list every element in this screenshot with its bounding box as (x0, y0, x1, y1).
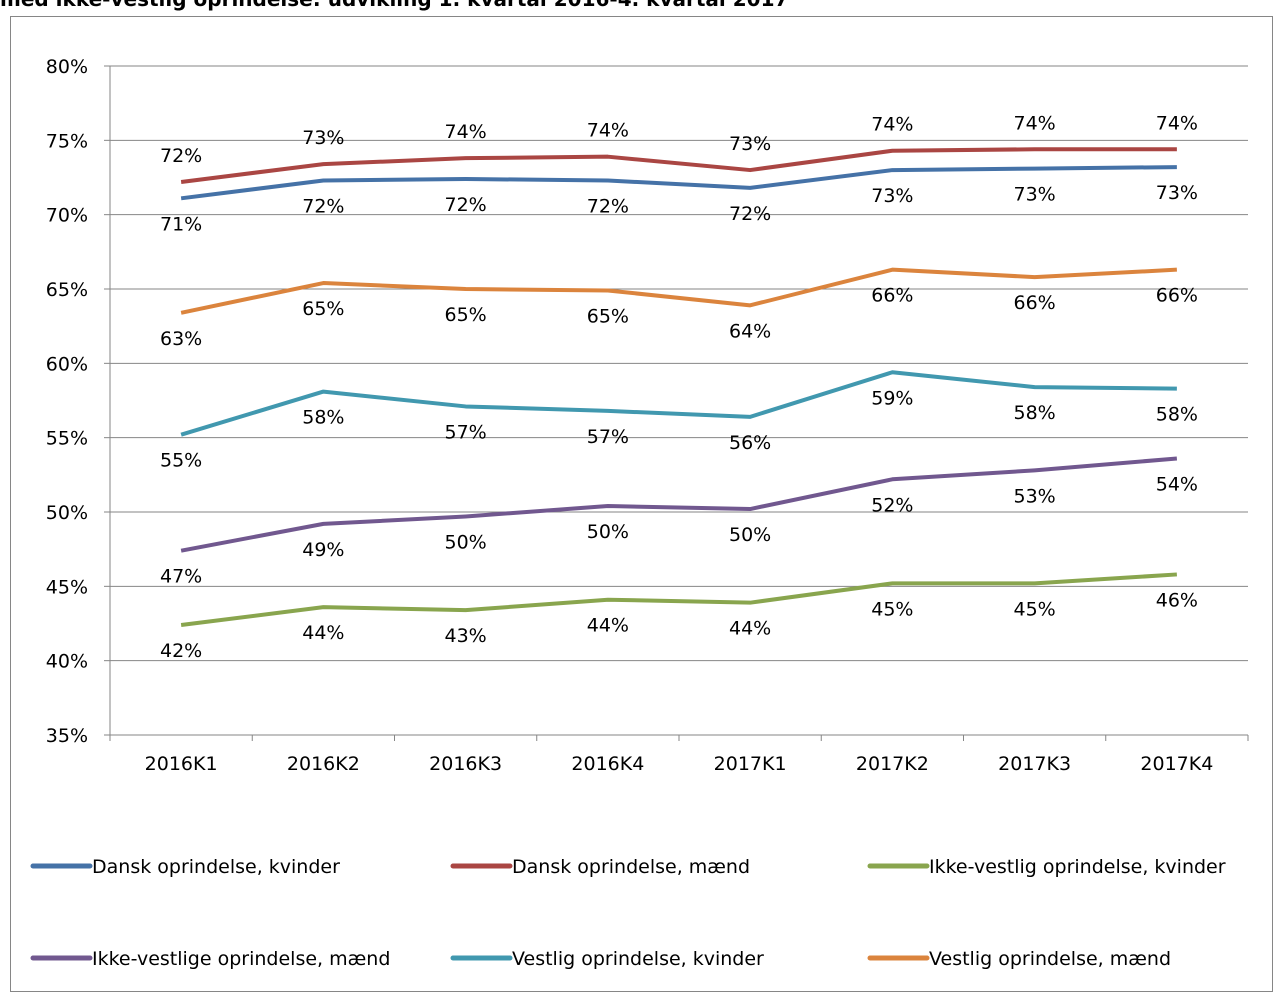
data-label: 46% (1156, 589, 1198, 611)
data-label: 50% (445, 531, 487, 553)
data-label: 73% (1156, 182, 1198, 204)
legend-label: Vestlig oprindelse, mænd (929, 948, 1171, 970)
data-label: 56% (729, 432, 771, 454)
legend-label: Ikke-vestlig oprindelse, kvinder (929, 856, 1226, 878)
data-label: 57% (445, 421, 487, 443)
data-label: 58% (1156, 404, 1198, 426)
chart-title: med ikke-vestlig oprindelse: udvikling 1… (0, 0, 788, 11)
data-label: 72% (302, 195, 344, 217)
data-label: 49% (302, 539, 344, 561)
data-label: 47% (160, 566, 202, 588)
legend-label: Dansk oprindelse, mænd (512, 856, 750, 878)
data-label: 72% (587, 195, 629, 217)
y-tick-label: 45% (46, 576, 88, 598)
data-label: 73% (871, 185, 913, 207)
x-tick-label: 2016K2 (287, 753, 360, 775)
data-label: 74% (445, 121, 487, 143)
series-line (180, 165, 1177, 201)
data-label: 52% (871, 494, 913, 516)
series-line (180, 572, 1178, 627)
x-tick-label: 2017K3 (998, 753, 1071, 775)
data-label: 43% (445, 625, 487, 647)
data-label: 74% (871, 114, 913, 136)
y-tick-label: 60% (46, 353, 88, 375)
data-label: 63% (160, 328, 202, 350)
x-tick-label: 2017K1 (714, 753, 787, 775)
x-tick-label: 2016K1 (145, 753, 218, 775)
data-label: 53% (1014, 485, 1056, 507)
data-label: 45% (1014, 598, 1056, 620)
data-label: 57% (587, 426, 629, 448)
data-label: 66% (1014, 292, 1056, 314)
data-label: 44% (302, 622, 344, 644)
series-line (180, 267, 1177, 315)
data-label: 64% (729, 320, 771, 342)
series-line (180, 370, 1177, 437)
data-label: 50% (729, 524, 771, 546)
data-label: 42% (160, 640, 202, 662)
data-label: 73% (729, 133, 771, 155)
data-label: 73% (302, 127, 344, 149)
x-tick-label: 2017K4 (1140, 753, 1213, 775)
data-label: 50% (587, 521, 629, 543)
data-label: 66% (1156, 285, 1198, 307)
data-label: 71% (160, 213, 202, 235)
data-label: 65% (302, 298, 344, 320)
legend-label: Ikke-vestlige oprindelse, mænd (92, 948, 390, 970)
data-label: 72% (160, 145, 202, 167)
legend-label: Dansk oprindelse, kvinder (92, 856, 340, 878)
y-tick-label: 35% (46, 725, 88, 747)
y-tick-label: 40% (46, 651, 88, 673)
data-label: 65% (445, 304, 487, 326)
data-label: 44% (729, 618, 771, 640)
y-tick-label: 75% (46, 130, 88, 152)
data-label: 72% (445, 194, 487, 216)
data-label: 65% (587, 305, 629, 327)
y-tick-label: 65% (46, 279, 88, 301)
data-label: 74% (1156, 112, 1198, 134)
x-tick-label: 2016K3 (429, 753, 502, 775)
data-label: 54% (1156, 473, 1198, 495)
x-tick-label: 2017K2 (856, 753, 929, 775)
data-label: 58% (1014, 402, 1056, 424)
data-label: 74% (587, 120, 629, 142)
series-line (180, 147, 1177, 184)
data-label: 58% (302, 407, 344, 429)
y-tick-label: 50% (46, 502, 88, 524)
data-label: 74% (1014, 112, 1056, 134)
data-label: 59% (871, 387, 913, 409)
legend-label: Vestlig oprindelse, kvinder (512, 948, 764, 970)
data-label: 44% (587, 615, 629, 637)
x-tick-label: 2016K4 (571, 753, 644, 775)
data-label: 45% (871, 598, 913, 620)
data-label: 55% (160, 450, 202, 472)
y-tick-label: 55% (46, 428, 88, 450)
y-tick-label: 80% (46, 56, 88, 78)
data-label: 66% (871, 285, 913, 307)
y-tick-label: 70% (46, 205, 88, 227)
data-label: 73% (1014, 184, 1056, 206)
data-label: 72% (729, 203, 771, 225)
chart-border (10, 16, 1273, 992)
series-line (180, 456, 1178, 553)
